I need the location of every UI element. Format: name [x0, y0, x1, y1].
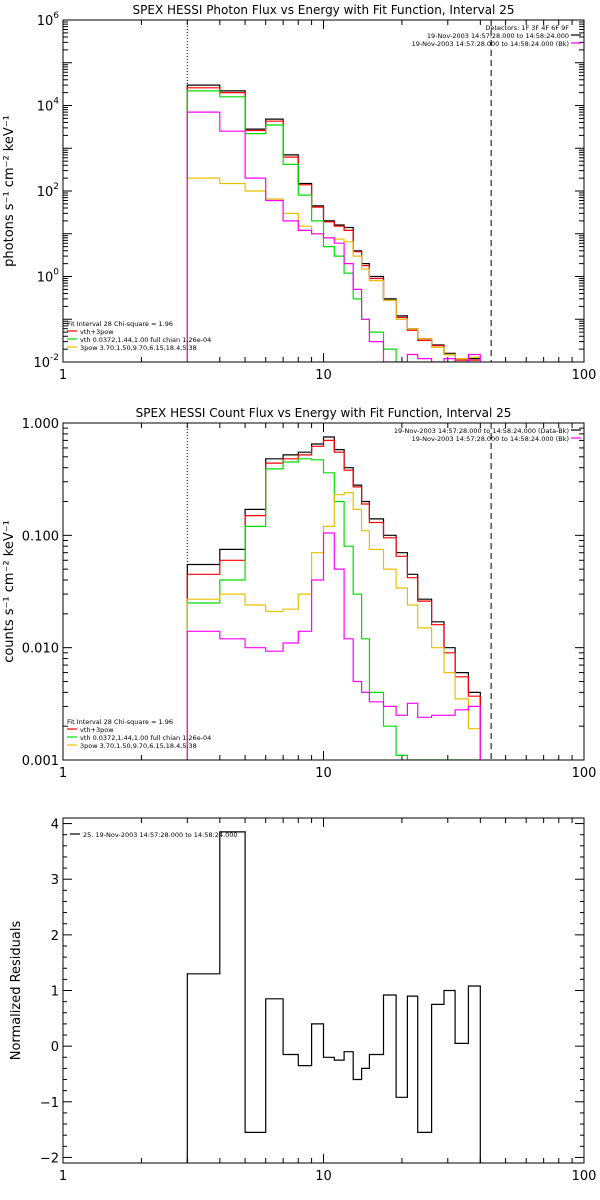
y-tick-base: 10 [37, 14, 54, 29]
x-tick-label: 1 [59, 766, 67, 781]
chart-title: SPEX HESSI Count Flux vs Energy with Fit… [136, 406, 512, 420]
y-tick-exponent: 2 [53, 182, 59, 192]
y-tick-label: −1 [40, 1096, 59, 1111]
y-tick-label: 100 [37, 268, 60, 286]
x-tick-label: 100 [572, 766, 597, 781]
series-group [186, 831, 481, 1163]
x-tick-label: 100 [572, 1169, 597, 1184]
x-tick-label: 10 [315, 368, 332, 383]
fit-legend-entry: vth+3pow [80, 726, 114, 734]
y-tick-label: 106 [37, 11, 60, 29]
plot-frame [62, 817, 585, 1164]
series-line-1 [186, 831, 481, 1163]
y-tick-exponent: 0 [53, 268, 59, 278]
series-line-4 [186, 177, 481, 362]
x-tick-label: 10 [315, 1169, 332, 1184]
chart-panel-1: SPEX HESSI Photon Flux vs Energy with Fi… [2, 3, 596, 383]
fit-legend-entry: vth 0.0372,1.44,1.00 full chian 1.26e-04 [80, 336, 211, 344]
y-tick-label: 102 [37, 182, 59, 200]
y-tick-label: 3 [51, 873, 59, 888]
plot-frame [62, 422, 585, 761]
y-axis-label: photons s⁻¹ cm⁻² keV⁻¹ [2, 115, 17, 267]
legend-entry: 19-Nov-2003 14:57:28.000 to 14:58:24.000… [412, 435, 569, 443]
plot-frame [62, 19, 585, 363]
legend-entry: 19-Nov-2003 14:57:28.000 to 14:58:24.000… [394, 427, 569, 435]
x-tick-label: 100 [572, 368, 597, 383]
y-tick-label: −2 [40, 1151, 59, 1166]
x-tick-label: 1 [59, 368, 67, 383]
series-line-2 [186, 439, 481, 760]
series-group [186, 84, 481, 362]
y-tick-label: 0 [51, 1040, 59, 1055]
y-tick-label: 10-2 [33, 353, 59, 371]
y-tick-exponent: 4 [53, 97, 59, 107]
series-line-3 [186, 458, 481, 760]
fit-legend-entry: 3pow 3.70,1.50,9.70,6.15,18.4,5.38 [80, 742, 197, 750]
fit-legend-header: Fit Interval 28 Chi-square = 1.96 [67, 320, 173, 328]
legend-entry: 19-Nov-2003 14:57:28.000 to 14:58:24.000 [427, 32, 569, 40]
legend-header: Detectors: 1F 3F 4F 6F 9F [485, 24, 569, 32]
series-line-5 [186, 111, 481, 362]
y-tick-label: 0.010 [22, 642, 59, 657]
x-tick-label: 10 [315, 766, 332, 781]
y-axis-label: Normalized Residuals [9, 921, 24, 1061]
y-tick-label: 4 [51, 818, 59, 833]
fit-legend-header: Fit Interval 28 Chi-square = 1.96 [67, 718, 173, 726]
series-line-2 [186, 87, 481, 362]
series-line-4 [186, 492, 481, 760]
y-tick-exponent: -2 [50, 353, 59, 363]
chart-panel-2: SPEX HESSI Count Flux vs Energy with Fit… [2, 406, 596, 781]
fit-legend-entry: vth+3pow [80, 328, 114, 336]
chart-panel-3: Normalized Residuals 1 10 100 −2 −1 0 1 2 3 4 25. 1… [9, 817, 597, 1184]
chart-title: SPEX HESSI Photon Flux vs Energy with Fi… [133, 3, 515, 17]
y-tick-base: 10 [37, 100, 54, 115]
y-tick-label: 1 [51, 985, 59, 1000]
series-group [186, 436, 481, 760]
y-tick-base: 10 [37, 271, 54, 286]
y-tick-label: 0.001 [22, 754, 59, 769]
legend-entry: 19-Nov-2003 14:57:28.000 to 14:58:24.000… [412, 40, 569, 48]
y-tick-label: 2 [51, 929, 59, 944]
y-tick-label: 1.000 [22, 417, 59, 432]
y-tick-base: 10 [33, 356, 50, 371]
fit-legend-entry: vth 0.0372,1.44,1.00 full chian 1.26e-04 [80, 734, 211, 742]
y-tick-base: 10 [37, 185, 54, 200]
x-tick-label: 1 [59, 1169, 67, 1184]
series-line-5 [186, 532, 481, 760]
y-tick-label: 0.100 [22, 529, 59, 544]
fit-legend-entry: 3pow 3.70,1.50,9.70,6.15,18.4,5.38 [80, 344, 197, 352]
legend-entry: 25. 19-Nov-2003 14:57:28.000 to 14:58:24… [83, 831, 237, 839]
y-tick-exponent: 6 [53, 11, 59, 21]
y-axis-label: counts s⁻¹ cm⁻² keV⁻¹ [2, 520, 17, 663]
series-line-1 [186, 436, 481, 760]
y-tick-label: 104 [37, 97, 60, 115]
